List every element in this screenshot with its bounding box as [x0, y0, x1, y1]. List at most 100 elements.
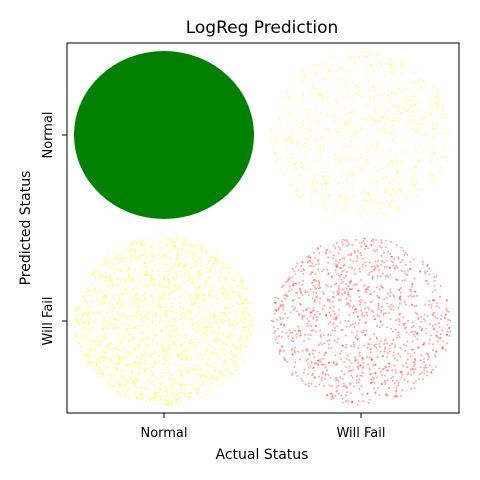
data-point [294, 292, 297, 294]
data-point [107, 345, 110, 348]
data-point [316, 247, 319, 249]
data-point [141, 393, 144, 396]
data-point [116, 325, 119, 328]
data-point [362, 331, 365, 334]
data-point [157, 306, 160, 309]
data-point [123, 378, 126, 381]
data-point [146, 284, 149, 287]
data-point [336, 389, 339, 392]
data-point [352, 61, 355, 64]
data-point [246, 301, 249, 304]
data-point [119, 313, 122, 316]
data-point [375, 346, 378, 349]
data-point [183, 272, 186, 275]
data-point [113, 385, 115, 388]
data-point [376, 119, 379, 122]
data-point [202, 246, 205, 249]
data-point [96, 358, 99, 361]
data-point [321, 372, 324, 375]
data-point [173, 361, 176, 364]
data-point [397, 119, 400, 122]
data-point [274, 338, 277, 341]
data-point [368, 261, 371, 264]
data-point [380, 311, 383, 313]
data-point [354, 238, 357, 241]
data-point [309, 273, 312, 276]
data-point [380, 383, 383, 386]
data-point [208, 365, 211, 368]
data-point [245, 297, 248, 300]
data-point [270, 319, 273, 322]
data-point [197, 325, 200, 328]
data-point [179, 356, 182, 359]
data-point [155, 342, 158, 345]
data-point [399, 370, 402, 373]
data-point [414, 357, 416, 360]
data-point [409, 167, 412, 170]
data-point [274, 296, 277, 299]
data-point [172, 391, 175, 394]
data-point [359, 303, 361, 306]
data-point [154, 391, 157, 394]
data-point [242, 325, 245, 328]
data-point [391, 159, 393, 162]
data-point [423, 369, 426, 372]
data-point [376, 264, 379, 267]
data-point [346, 121, 349, 124]
data-point [309, 256, 312, 259]
data-point [386, 352, 389, 355]
data-point [432, 299, 435, 302]
data-point [345, 394, 348, 397]
data-point [116, 385, 119, 388]
data-point [442, 113, 445, 116]
data-point [303, 142, 306, 145]
data-point [240, 285, 243, 288]
data-point [364, 321, 367, 324]
data-point [213, 352, 216, 355]
data-point [437, 322, 440, 325]
data-point [383, 342, 386, 345]
data-point [409, 294, 412, 297]
data-point [215, 380, 218, 383]
data-point [310, 271, 313, 274]
data-point [422, 343, 425, 346]
data-point [398, 289, 401, 291]
data-point [337, 252, 340, 255]
data-point [306, 108, 309, 110]
data-point [144, 299, 147, 301]
data-point [119, 348, 122, 351]
data-point [143, 262, 146, 265]
data-point [387, 101, 390, 104]
data-point [94, 354, 97, 357]
data-point [167, 402, 170, 405]
data-point [144, 370, 146, 373]
data-point [87, 354, 90, 357]
data-point [176, 327, 179, 330]
data-point [119, 349, 122, 352]
data-point [393, 177, 395, 180]
data-point [163, 289, 166, 292]
data-point [117, 390, 120, 393]
data-point [122, 314, 125, 317]
data-point [211, 374, 214, 376]
data-point [104, 258, 107, 261]
data-point [322, 128, 325, 131]
data-point [117, 326, 120, 329]
data-point [238, 284, 241, 287]
data-point [347, 173, 350, 176]
data-point [147, 261, 150, 264]
data-point [98, 352, 101, 355]
data-point [167, 369, 170, 372]
data-point [193, 347, 196, 350]
data-point [354, 356, 356, 359]
data-point [377, 304, 380, 307]
data-point [89, 290, 92, 293]
data-point [151, 253, 154, 256]
data-point [433, 128, 436, 130]
data-point [382, 312, 385, 315]
data-point [248, 301, 251, 304]
data-point [162, 363, 165, 365]
data-point [191, 346, 194, 349]
data-point [386, 302, 389, 305]
data-point [119, 355, 122, 358]
